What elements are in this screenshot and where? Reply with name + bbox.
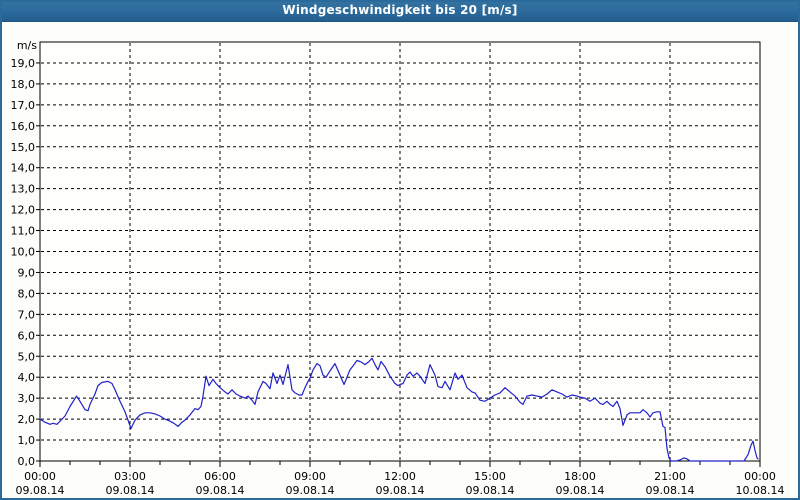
axes <box>36 41 761 467</box>
x-tick-time: 00:00 <box>744 470 776 483</box>
svg-text:17,0: 17,0 <box>11 99 36 112</box>
x-tick-date: 09.08.14 <box>196 484 245 497</box>
svg-text:1,0: 1,0 <box>18 434 36 447</box>
x-tick-date: 09.08.14 <box>556 484 605 497</box>
svg-text:2,0: 2,0 <box>18 413 36 426</box>
x-tick-date: 10.08.14 <box>736 484 785 497</box>
x-tick-time: 09:00 <box>294 470 326 483</box>
svg-text:14,0: 14,0 <box>11 162 36 175</box>
x-tick-date: 09.08.14 <box>16 484 65 497</box>
svg-text:8,0: 8,0 <box>18 287 36 300</box>
svg-text:19,0: 19,0 <box>11 57 36 70</box>
y-axis-unit-label: m/s <box>17 39 37 52</box>
x-tick-date: 09.08.14 <box>466 484 515 497</box>
x-tick-time: 21:00 <box>654 470 686 483</box>
svg-text:5,0: 5,0 <box>18 350 36 363</box>
x-tick-time: 18:00 <box>564 470 596 483</box>
svg-text:11,0: 11,0 <box>11 225 36 238</box>
x-tick-date: 09.08.14 <box>286 484 335 497</box>
x-tick-time: 12:00 <box>384 470 416 483</box>
svg-text:4,0: 4,0 <box>18 371 36 384</box>
svg-text:0,0: 0,0 <box>18 455 36 468</box>
y-axis-labels: 0,0 1,0 2,0 3,0 4,0 5,0 6,0 7,0 8,0 9,0 10,0 11,0 12… <box>11 39 38 468</box>
x-tick-time: 15:00 <box>474 470 506 483</box>
x-axis-labels: 00:0009.08.1403:0009.08.1406:0009.08.140… <box>16 470 785 497</box>
svg-text:15,0: 15,0 <box>11 141 36 154</box>
svg-text:3,0: 3,0 <box>18 392 36 405</box>
x-tick-date: 09.08.14 <box>646 484 695 497</box>
x-tick-time: 00:00 <box>24 470 56 483</box>
x-tick-date: 09.08.14 <box>106 484 155 497</box>
svg-text:18,0: 18,0 <box>11 78 36 91</box>
window-titlebar: Windgeschwindigkeit bis 20 [m/s] <box>0 0 800 22</box>
svg-text:12,0: 12,0 <box>11 204 36 217</box>
svg-text:6,0: 6,0 <box>18 329 36 342</box>
svg-text:7,0: 7,0 <box>18 308 36 321</box>
series-line-windgeschwindigkeit <box>39 357 759 462</box>
svg-text:10,0: 10,0 <box>11 246 36 259</box>
x-tick-date: 09.08.14 <box>376 484 425 497</box>
svg-text:13,0: 13,0 <box>11 183 36 196</box>
svg-text:9,0: 9,0 <box>18 266 36 279</box>
x-tick-time: 06:00 <box>204 470 236 483</box>
x-tick-time: 03:00 <box>114 470 146 483</box>
window-title: Windgeschwindigkeit bis 20 [m/s] <box>282 3 518 17</box>
svg-text:16,0: 16,0 <box>11 120 36 133</box>
